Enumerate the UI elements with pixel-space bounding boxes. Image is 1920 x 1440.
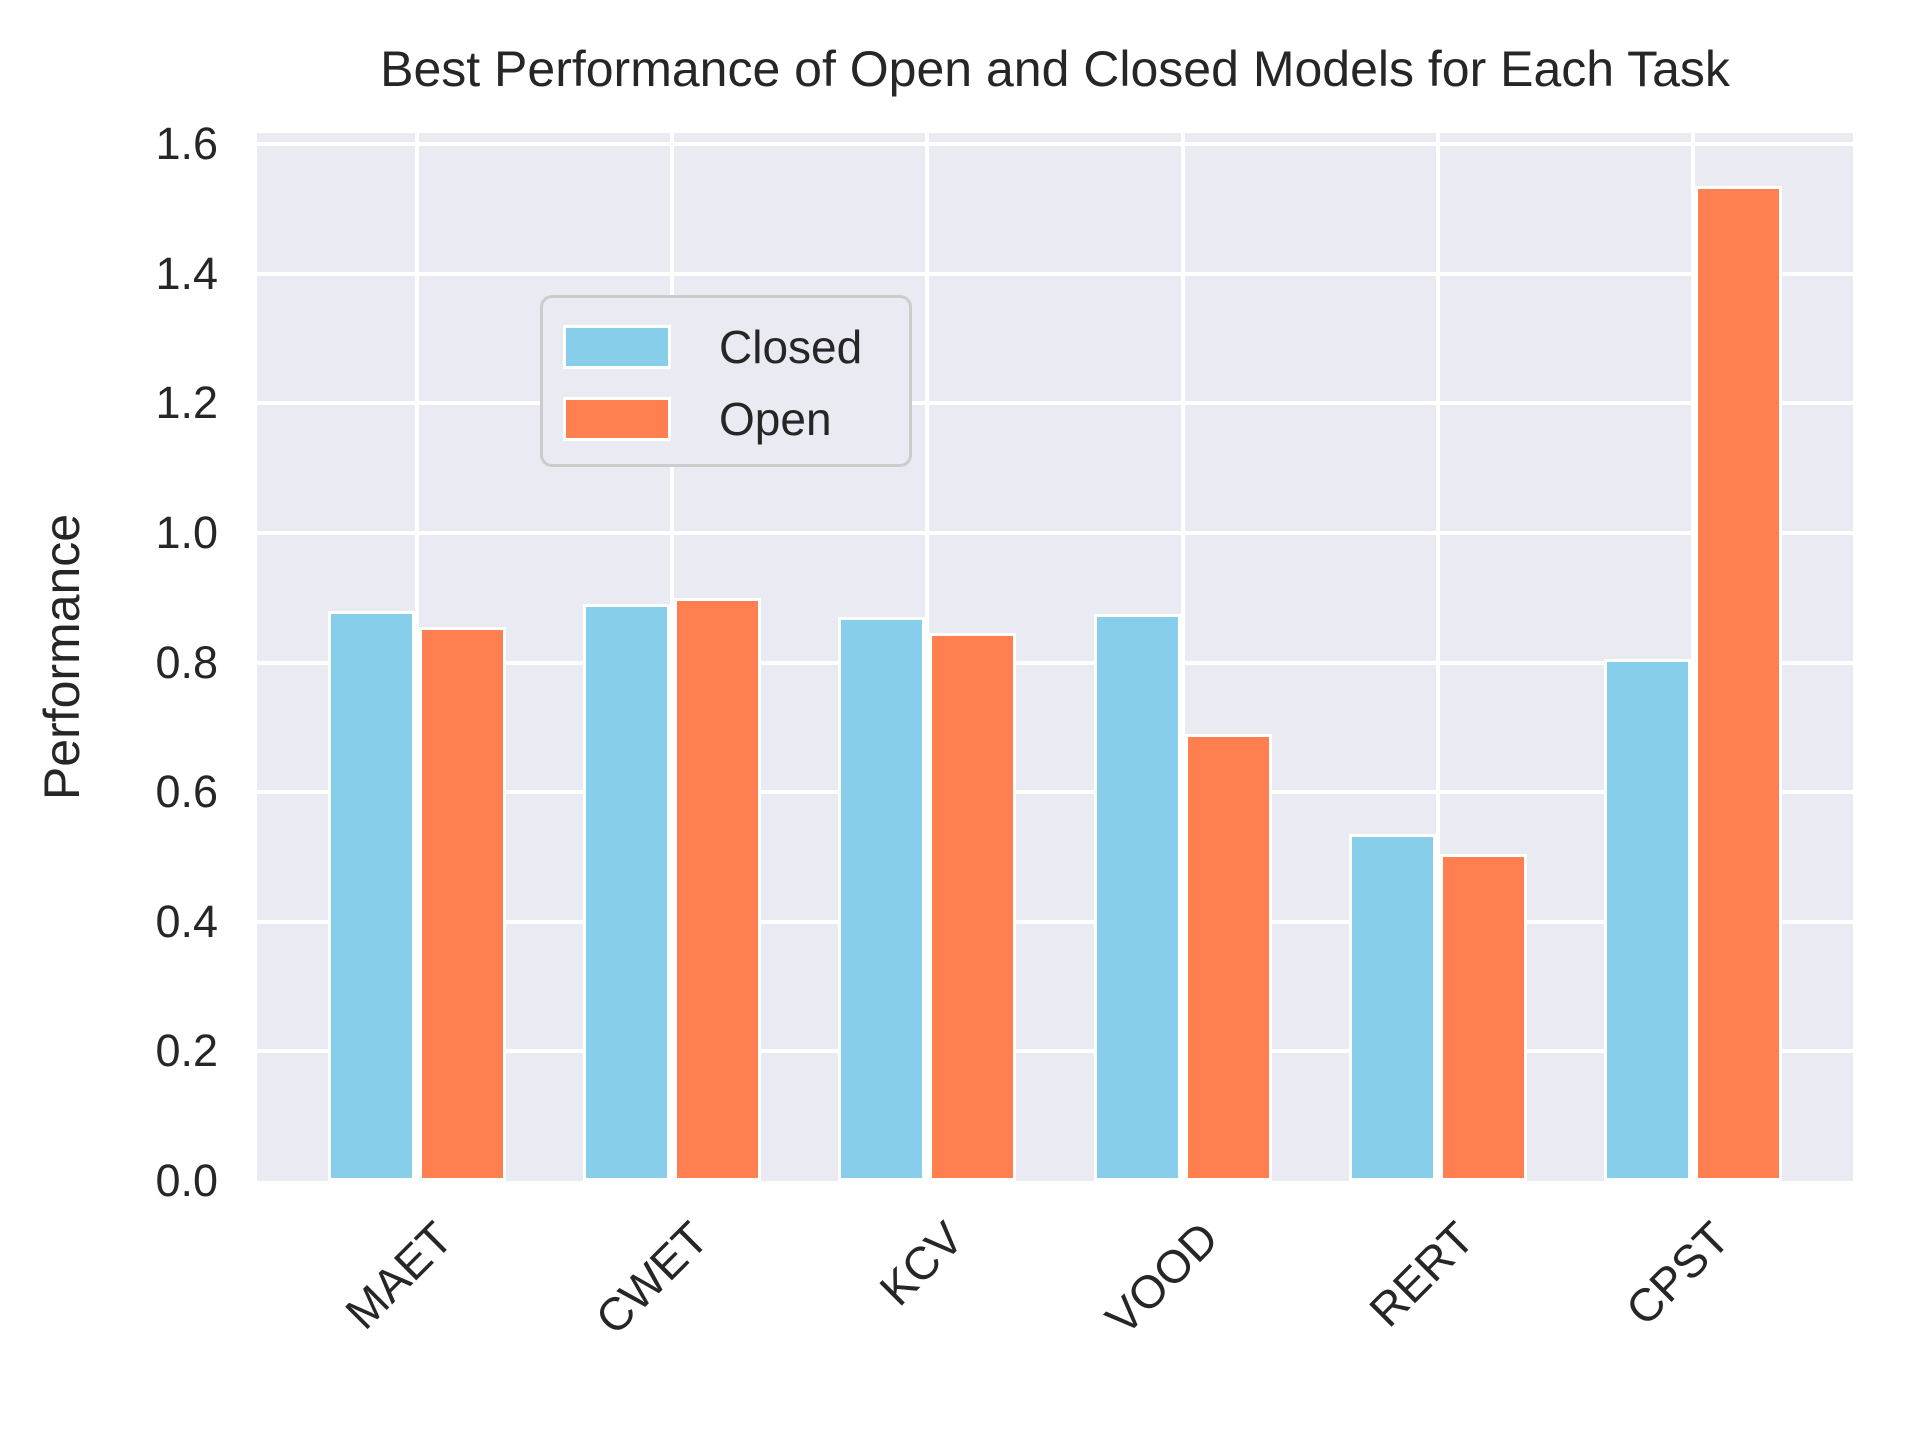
x-tick-MAET: MAET xyxy=(334,1211,463,1339)
gridline-h-1.6 xyxy=(257,142,1853,147)
legend: Closed Open xyxy=(540,295,912,467)
gridline-v-MAET xyxy=(414,133,419,1181)
plot-area: Closed Open xyxy=(257,133,1853,1181)
y-tick-0.4: 0.4 xyxy=(155,895,218,947)
y-tick-1.6: 1.6 xyxy=(155,118,218,170)
legend-entry-open: Open xyxy=(563,384,909,454)
x-tick-VOOD: VOOD xyxy=(1095,1211,1229,1345)
chart-title: Best Performance of Open and Closed Mode… xyxy=(380,41,1730,97)
gridline-v-RERT xyxy=(1436,133,1441,1181)
bar-open-CPST xyxy=(1695,186,1783,1181)
gridline-v-VOOD xyxy=(1180,133,1185,1181)
gridline-h-0.8 xyxy=(257,660,1853,665)
y-tick-0.6: 0.6 xyxy=(155,766,218,818)
y-tick-1.0: 1.0 xyxy=(155,506,218,558)
bar-closed-MAET xyxy=(327,610,415,1181)
y-tick-0.0: 0.0 xyxy=(155,1155,218,1206)
bar-open-VOOD xyxy=(1184,733,1272,1181)
bar-open-RERT xyxy=(1440,853,1528,1181)
y-tick-0.2: 0.2 xyxy=(155,1025,218,1077)
gridline-h-0.6 xyxy=(257,790,1853,795)
y-tick-labels: 0.0 0.2 0.4 0.6 0.8 1.0 1.2 1.4 1.6 xyxy=(0,118,218,1206)
bar-open-KCV xyxy=(929,633,1017,1181)
gridline-h-0.4 xyxy=(257,919,1853,924)
legend-swatch-closed xyxy=(563,325,671,369)
y-tick-1.2: 1.2 xyxy=(155,377,218,429)
bar-open-MAET xyxy=(418,626,506,1181)
legend-label-closed: Closed xyxy=(719,321,863,373)
gridline-v-CPST xyxy=(1691,133,1696,1181)
bar-closed-KCV xyxy=(838,617,926,1181)
bar-closed-CPST xyxy=(1604,659,1692,1181)
gridline-h-1.4 xyxy=(257,271,1853,276)
bar-closed-CWET xyxy=(582,604,670,1181)
gridline-v-KCV xyxy=(925,133,930,1181)
bar-closed-VOOD xyxy=(1093,613,1181,1181)
legend-entry-closed: Closed xyxy=(563,312,909,382)
bar-open-CWET xyxy=(673,597,761,1181)
x-tick-CPST: CPST xyxy=(1615,1211,1739,1336)
bar-closed-RERT xyxy=(1349,834,1437,1181)
legend-label-open: Open xyxy=(719,393,832,445)
gridline-v-CWET xyxy=(669,133,674,1181)
y-tick-1.4: 1.4 xyxy=(155,247,218,299)
y-tick-0.8: 0.8 xyxy=(155,636,218,688)
x-tick-CWET: CWET xyxy=(584,1211,718,1345)
gridline-h-1.0 xyxy=(257,530,1853,535)
gridline-h-1.2 xyxy=(257,401,1853,406)
legend-swatch-open xyxy=(563,397,671,441)
x-tick-KCV: KCV xyxy=(869,1211,973,1316)
gridline-h-0.2 xyxy=(257,1049,1853,1054)
x-tick-RERT: RERT xyxy=(1358,1211,1484,1337)
